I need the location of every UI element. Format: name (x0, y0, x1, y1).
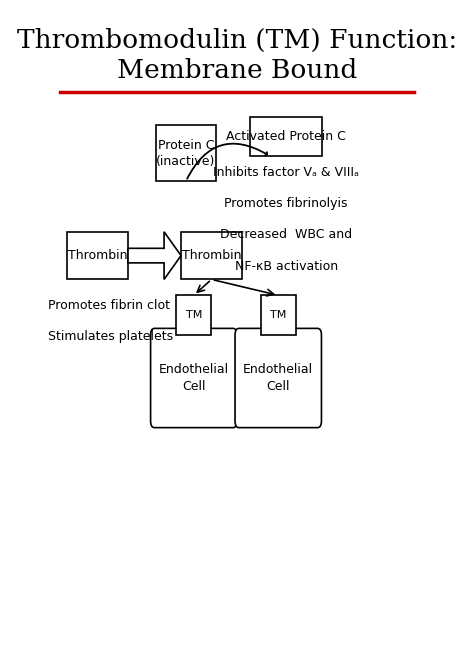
Text: Inhibits factor Vₐ & VIIIₐ: Inhibits factor Vₐ & VIIIₐ (213, 166, 359, 180)
Text: Decreased  WBC and: Decreased WBC and (220, 228, 352, 241)
Text: Promotes fibrin clot: Promotes fibrin clot (48, 299, 171, 312)
Text: Endothelial
Cell: Endothelial Cell (159, 363, 229, 393)
Text: Activated Protein C: Activated Protein C (226, 130, 346, 143)
Text: Thrombin: Thrombin (182, 249, 241, 262)
Text: NF-κB activation: NF-κB activation (235, 259, 337, 273)
Bar (261, 295, 296, 335)
Text: Stimulates platelets: Stimulates platelets (48, 330, 173, 343)
Text: Promotes fibrinolyis: Promotes fibrinolyis (224, 198, 348, 210)
Text: Thrombin: Thrombin (68, 249, 128, 262)
Text: Membrane Bound: Membrane Bound (117, 58, 357, 83)
Text: TM: TM (270, 310, 286, 320)
Bar (155, 125, 216, 181)
Text: Endothelial
Cell: Endothelial Cell (243, 363, 313, 393)
FancyBboxPatch shape (235, 328, 321, 427)
Polygon shape (128, 232, 181, 279)
Text: Thrombomodulin (TM) Function:: Thrombomodulin (TM) Function: (17, 28, 457, 53)
Bar (176, 295, 211, 335)
Bar (181, 232, 242, 279)
FancyBboxPatch shape (151, 328, 237, 427)
Text: Protein C
(inactive): Protein C (inactive) (156, 139, 216, 168)
Text: TM: TM (186, 310, 202, 320)
FancyArrowPatch shape (187, 143, 267, 179)
Bar (67, 232, 128, 279)
Bar (250, 117, 322, 156)
